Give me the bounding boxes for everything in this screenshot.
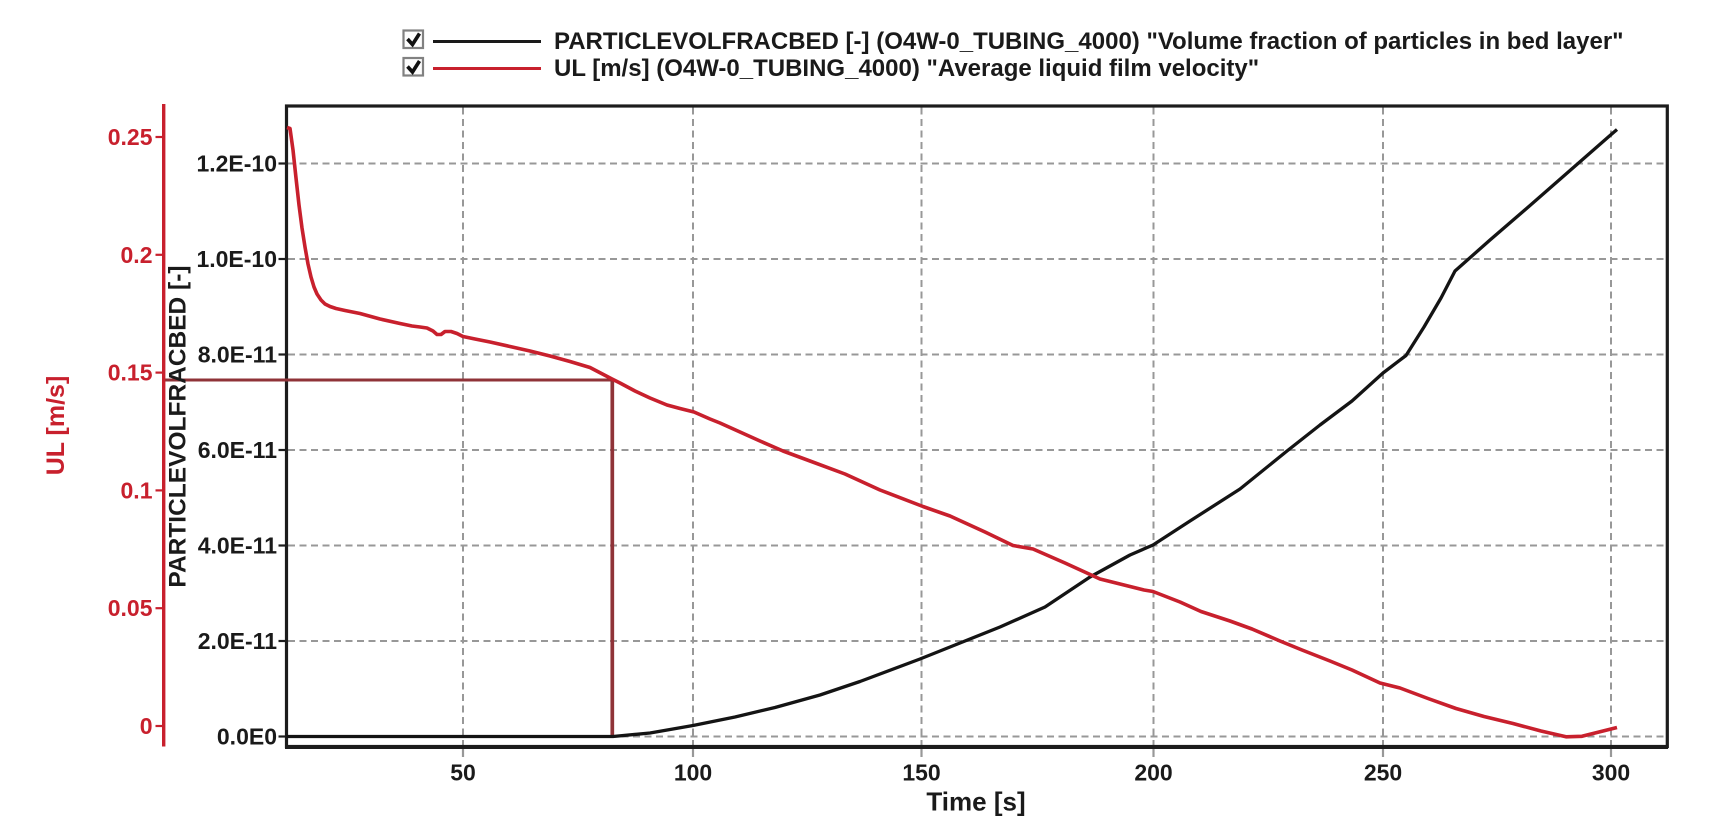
- svg-text:200: 200: [1134, 760, 1172, 786]
- svg-text:0.25: 0.25: [108, 124, 153, 150]
- svg-text:0: 0: [140, 713, 153, 739]
- svg-text:PARTICLEVOLFRACBED [-] (O4W-0_: PARTICLEVOLFRACBED [-] (O4W-0_TUBING_400…: [554, 28, 1624, 55]
- svg-text:0.0E0: 0.0E0: [217, 724, 277, 750]
- svg-text:PARTICLEVOLFRACBED [-]: PARTICLEVOLFRACBED [-]: [165, 265, 192, 587]
- svg-text:0.05: 0.05: [108, 595, 153, 621]
- svg-text:6.0E-11: 6.0E-11: [198, 437, 277, 463]
- svg-text:50: 50: [450, 760, 476, 786]
- svg-text:2.0E-11: 2.0E-11: [198, 628, 277, 654]
- svg-text:0.1: 0.1: [121, 477, 153, 503]
- svg-text:4.0E-11: 4.0E-11: [198, 533, 277, 559]
- svg-text:250: 250: [1364, 760, 1402, 786]
- svg-text:300: 300: [1592, 760, 1630, 786]
- svg-text:UL [m/s]: UL [m/s]: [42, 376, 70, 476]
- svg-text:1.2E-10: 1.2E-10: [196, 151, 277, 177]
- svg-text:0.2: 0.2: [121, 242, 153, 268]
- svg-text:1.0E-10: 1.0E-10: [196, 246, 277, 272]
- svg-text:100: 100: [674, 760, 712, 786]
- svg-text:0.15: 0.15: [108, 360, 153, 386]
- svg-text:UL [m/s] (O4W-0_TUBING_4000) ": UL [m/s] (O4W-0_TUBING_4000) "Average li…: [554, 55, 1259, 82]
- svg-text:150: 150: [902, 760, 940, 786]
- svg-text:Time [s]: Time [s]: [926, 787, 1025, 817]
- svg-text:8.0E-11: 8.0E-11: [198, 342, 277, 368]
